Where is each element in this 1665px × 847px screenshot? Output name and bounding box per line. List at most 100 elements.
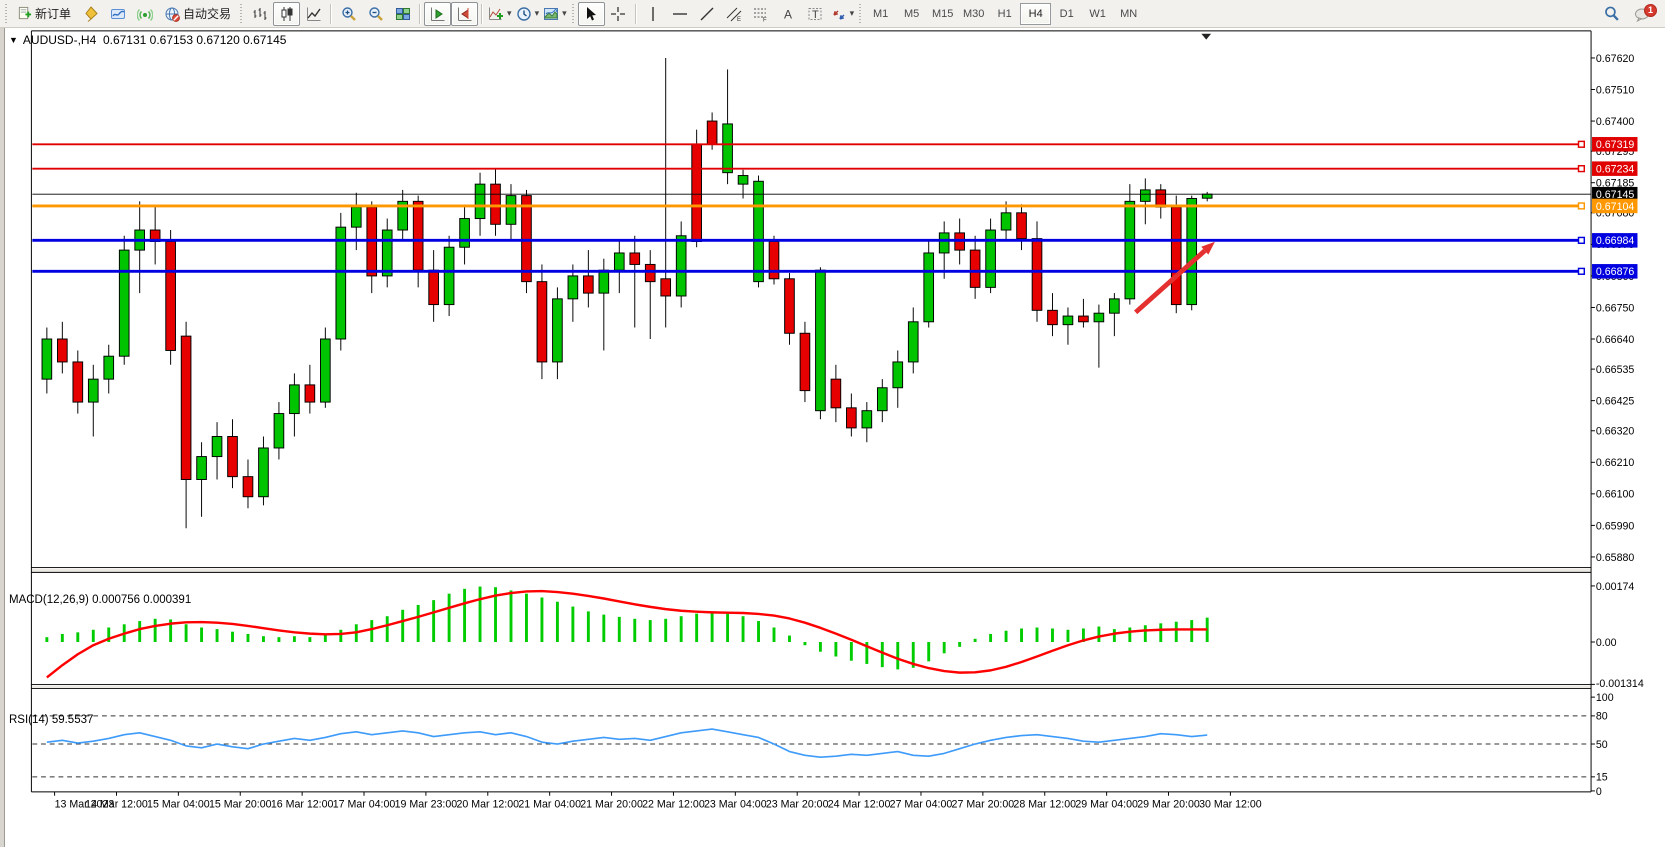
time-tick-label: 29 Mar 04:00 (1075, 798, 1138, 810)
candle (1047, 293, 1058, 337)
toolbar-grip[interactable] (4, 3, 9, 24)
price-badge-label: 0.67145 (1596, 189, 1634, 201)
chart-bars-button[interactable] (246, 2, 273, 26)
candle (536, 264, 548, 380)
candle (474, 172, 486, 236)
notifications-button[interactable]: 1 (1631, 3, 1657, 25)
signals-button[interactable] (131, 2, 158, 26)
timeframe-M5[interactable]: M5 (904, 7, 920, 20)
arrows-button[interactable]: ▾ (829, 2, 857, 26)
candle (861, 402, 873, 443)
channel-button[interactable]: E (721, 2, 748, 26)
price-tick-label: 0.66100 (1596, 489, 1634, 501)
timeframe-M1[interactable]: M1 (873, 7, 889, 20)
line-end-marker (1577, 165, 1586, 173)
timeframe-H1[interactable]: H1 (997, 7, 1012, 20)
timeframe-MN[interactable]: MN (1120, 7, 1138, 20)
community-button[interactable] (104, 2, 131, 26)
vertical-line-icon (652, 6, 654, 21)
price-badge-label: 0.66984 (1596, 235, 1634, 247)
candle (1000, 201, 1012, 242)
chart-line-button[interactable] (300, 2, 327, 26)
timeframe-D1[interactable]: D1 (1059, 7, 1074, 20)
cursor-button[interactable] (577, 1, 605, 26)
equidistant-channel-icon: E (726, 7, 742, 22)
candle (1078, 298, 1089, 328)
candle (211, 422, 223, 480)
fibonacci-button[interactable]: F (748, 2, 775, 26)
chart-canvas[interactable]: 0.676200.675100.674000.672950.671850.670… (0, 28, 1665, 847)
templates-button[interactable]: ▾ (541, 2, 569, 26)
crosshair-button[interactable] (605, 2, 632, 26)
time-tick-label: 17 Mar 04:00 (333, 798, 396, 810)
price-tick-label: 0.65990 (1596, 520, 1634, 532)
time-tick-label: 28 Mar 12:00 (1013, 798, 1076, 810)
zoom-out-icon (368, 6, 383, 21)
autotrade-button[interactable]: 自动交易 (158, 2, 237, 26)
indicators-icon (489, 7, 504, 20)
candle (629, 235, 641, 328)
periods-button[interactable]: ▾ (514, 2, 542, 26)
candle (289, 373, 300, 437)
autotrade-label: 自动交易 (183, 7, 232, 21)
candle (691, 129, 702, 248)
chart-shift-button[interactable] (451, 1, 479, 26)
notification-count-badge: 1 (1644, 3, 1657, 17)
time-tick-label: 27 Mar 20:00 (952, 798, 1015, 810)
level-lines-layer (32, 140, 1592, 275)
candle (892, 350, 904, 408)
line-chart-icon (306, 7, 321, 21)
time-tick-label: 30 Mar 12:00 (1199, 798, 1262, 810)
toolbar-grip[interactable] (858, 3, 864, 24)
autoscroll-button[interactable] (424, 1, 452, 26)
line-end-marker (1577, 140, 1586, 148)
timeframe-group: M1 M5 M15 M30 H1 H4 D1 W1 MN (865, 2, 1144, 25)
candle (381, 218, 393, 288)
time-tick-label: 16 Mar 12:00 (271, 798, 334, 810)
vline-button[interactable] (640, 2, 667, 26)
candle (1139, 178, 1151, 225)
kite-button[interactable] (77, 2, 104, 26)
candle (443, 235, 455, 317)
candle (242, 459, 254, 509)
price-tick-label: 0.66535 (1596, 364, 1634, 376)
text-button[interactable]: A (775, 2, 802, 26)
tile-windows-button[interactable] (389, 2, 416, 26)
time-tick-label: 23 Mar 20:00 (766, 798, 829, 810)
kite-icon (84, 5, 98, 22)
symbol-dropdown-icon[interactable]: ▼ (9, 35, 18, 45)
hline-button[interactable] (667, 2, 694, 26)
timeframe-H4[interactable]: H4 (1020, 2, 1052, 25)
indicators-button[interactable]: ▾ (486, 2, 514, 26)
timeframe-W1[interactable]: W1 (1089, 7, 1106, 20)
toolbar-grip[interactable] (239, 3, 245, 24)
chart-candles-button[interactable] (273, 1, 301, 26)
timeframe-M15[interactable]: M15 (931, 7, 954, 20)
line-end-marker (1577, 267, 1586, 275)
candle (1093, 304, 1105, 368)
time-tick-label: 24 Mar 12:00 (828, 798, 891, 810)
price-tick-label: 0.66640 (1596, 334, 1634, 346)
time-tick-label: 13 Mar 2023 (55, 798, 115, 810)
text-label-button[interactable]: T (802, 2, 829, 26)
toolbar-grip[interactable] (570, 3, 576, 24)
zoom-in-button[interactable] (335, 2, 362, 26)
plot-borders (30, 30, 1592, 793)
candle (41, 327, 53, 394)
toolbar-separator (419, 3, 422, 24)
candles-layer (41, 57, 1213, 529)
search-button[interactable] (1598, 2, 1625, 26)
timeframe-M30[interactable]: M30 (962, 7, 985, 20)
candle (57, 321, 68, 374)
candlestick-chart-icon (281, 6, 293, 21)
candle (815, 267, 826, 420)
zoom-in-icon (341, 6, 356, 21)
rsi-line (46, 728, 1208, 758)
time-tick-label: 15 Mar 04:00 (147, 798, 210, 810)
price-tick-label: 0.66210 (1596, 457, 1634, 469)
new-order-button[interactable]: 新订单 (11, 2, 77, 26)
text-label-icon: T (808, 7, 822, 21)
trendline-button[interactable] (694, 2, 721, 26)
zoom-out-button[interactable] (362, 2, 389, 26)
